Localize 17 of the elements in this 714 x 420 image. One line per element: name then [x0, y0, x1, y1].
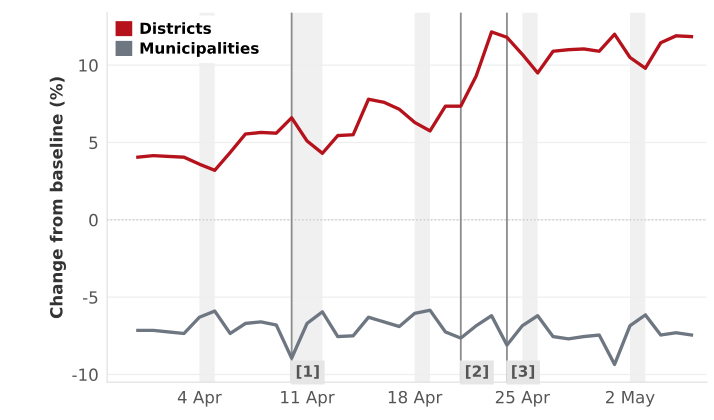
legend-label: Districts	[140, 22, 211, 34]
x-tick-label: 4 Apr	[178, 391, 222, 407]
ref-line-label: [2]	[466, 365, 488, 379]
x-tick-label: 25 Apr	[496, 390, 550, 407]
x-tick-label: 18 Apr	[388, 390, 442, 407]
y-tick-label: 5	[89, 136, 98, 150]
y-tick-label: -10	[72, 368, 98, 382]
y-tick-label: -5	[82, 291, 98, 304]
line-series	[136, 308, 694, 366]
x-tick-label: 2 May	[606, 390, 655, 407]
y-tick-label: 0	[89, 214, 98, 226]
x-tick-label: 11 Apr	[281, 391, 335, 407]
y-tick-label: 10	[79, 59, 98, 72]
legend-label: Municipalities	[140, 42, 259, 57]
y-axis-title: Change from baseline (%)	[50, 77, 66, 318]
ref-line-label: [1]	[296, 365, 319, 379]
ref-line-label: [3]	[512, 365, 534, 379]
